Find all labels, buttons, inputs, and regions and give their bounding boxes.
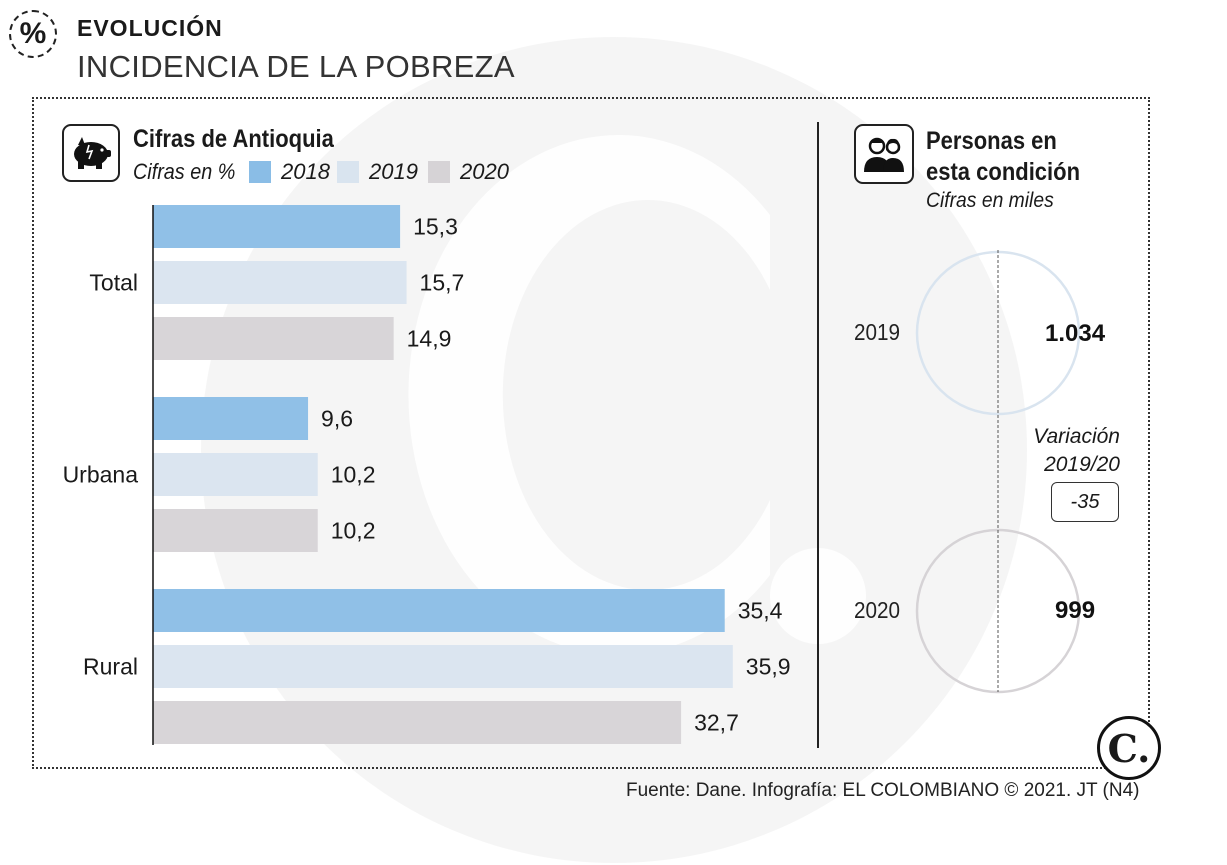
data-label-total-2019: 15,7 [420, 270, 465, 296]
legend-label-2018: 2018 [281, 159, 330, 184]
chart-subtitle: Cifras en % [133, 159, 236, 184]
chart-heading: Cifras de Antioquia [133, 125, 334, 153]
variation-label-line2: 2019/20 [1044, 453, 1120, 476]
variation-value: -35 [1051, 482, 1119, 522]
category-label-total: Total [89, 270, 138, 296]
bar-total-2020 [153, 317, 394, 360]
category-label-rural: Rural [83, 654, 138, 680]
legend-item-2018: 2018 [249, 159, 330, 185]
data-label-urbana-2018: 9,6 [321, 406, 353, 432]
value-2020: 999 [1055, 597, 1096, 624]
variation-label-line1: Variación [1033, 425, 1120, 448]
data-label-rural-2019: 35,9 [746, 654, 791, 680]
piggy-bank-icon [62, 124, 120, 182]
bar-rural-2020 [153, 701, 682, 744]
people-heading-line2: esta condición [926, 158, 1081, 186]
bar-total-2019 [153, 261, 407, 304]
data-label-total-2018: 15,3 [413, 214, 458, 240]
percent-icon: % [9, 10, 57, 58]
variation-label: Variación 2019/20 [1010, 423, 1120, 479]
source-credit: Fuente: Dane. Infografía: EL COLOMBIANO … [626, 780, 1140, 801]
legend-label-2019: 2019 [369, 159, 418, 184]
brand-logo: C. [1097, 716, 1161, 780]
bar-rural-2018 [153, 589, 725, 632]
legend-label-2020: 2020 [460, 159, 509, 184]
page-title: INCIDENCIA DE LA POBREZA [77, 49, 515, 84]
bar-total-2018 [153, 205, 401, 248]
legend-item-2019: 2019 [337, 159, 418, 185]
legend-swatch-2018 [249, 161, 271, 183]
year-2020-label: 2020 [854, 597, 901, 623]
bar-rural-2019 [153, 645, 733, 688]
bar-urbana-2020 [153, 509, 318, 552]
people-circles [915, 250, 1081, 694]
data-label-urbana-2019: 10,2 [331, 462, 376, 488]
people-icon [854, 124, 914, 184]
legend-swatch-2019 [337, 161, 359, 183]
data-label-rural-2020: 32,7 [694, 710, 739, 736]
value-2019: 1.034 [1045, 320, 1106, 347]
category-label-urbana: Urbana [63, 462, 139, 488]
kicker-label: EVOLUCIÓN [77, 15, 223, 41]
people-heading: Personas en esta condición [926, 126, 1080, 188]
bar-urbana-2019 [153, 453, 318, 496]
year-2019-label: 2019 [854, 319, 901, 345]
bar-urbana-2018 [153, 397, 309, 440]
people-subtitle: Cifras en miles [926, 189, 1054, 212]
legend-item-2020: 2020 [428, 159, 509, 185]
people-heading-line1: Personas en [926, 127, 1057, 155]
data-label-total-2020: 14,9 [407, 326, 452, 352]
data-label-urbana-2020: 10,2 [331, 518, 376, 544]
data-label-rural-2018: 35,4 [738, 598, 783, 624]
panel-divider [817, 122, 819, 748]
legend-swatch-2020 [428, 161, 450, 183]
panel-frame [32, 97, 1150, 769]
